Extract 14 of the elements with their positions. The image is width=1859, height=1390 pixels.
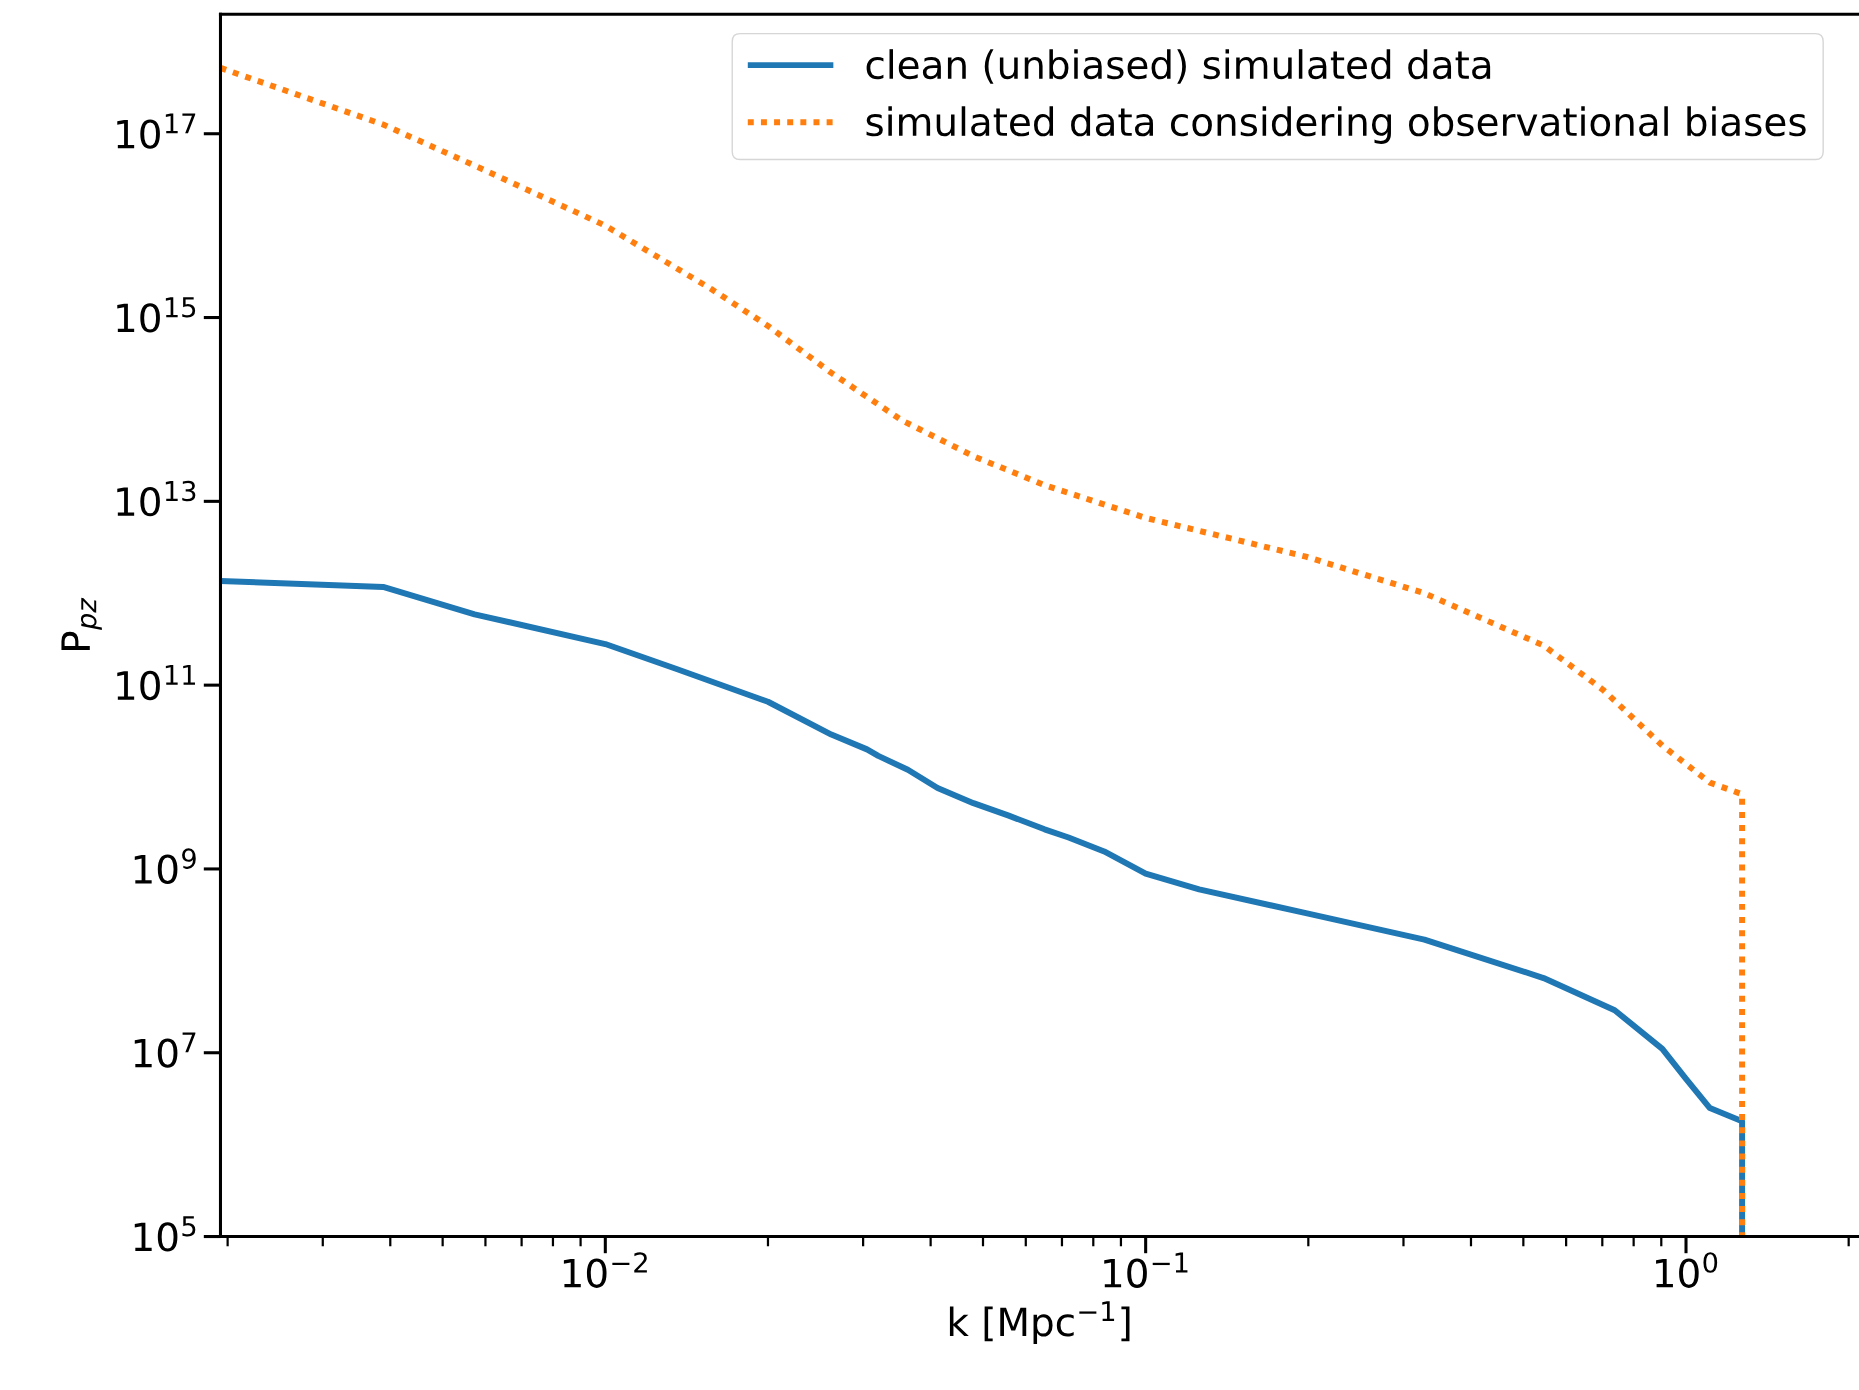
- x-tick-label: 10$^{−2}$: [563, 1252, 647, 1288]
- y-tick-label: 10$^{15}$: [117, 297, 196, 333]
- y-tick-label: 10$^{9}$: [134, 848, 196, 884]
- y-tick-label: 10$^{7}$: [134, 1032, 196, 1068]
- legend-label: clean (unbiased) simulated data: [866, 49, 1491, 84]
- legend-label: simulated data considering observational biases: [866, 106, 1806, 144]
- x-tick-label: 10$^{0}$: [1656, 1252, 1718, 1288]
- y-tick-label: 10$^{13}$: [117, 480, 196, 517]
- y-tick-label: 10$^{17}$: [117, 113, 196, 149]
- y-tick-label: 10$^{11}$: [117, 664, 195, 701]
- y-tick-label: 10$^{5}$: [134, 1216, 196, 1252]
- x-axis-title: k [Mpc$^{−1}$]: [949, 1301, 1130, 1345]
- x-tick-label: 10$^{−1}$: [1104, 1252, 1188, 1288]
- y-axis-title: P$_{pz}$: [61, 597, 102, 650]
